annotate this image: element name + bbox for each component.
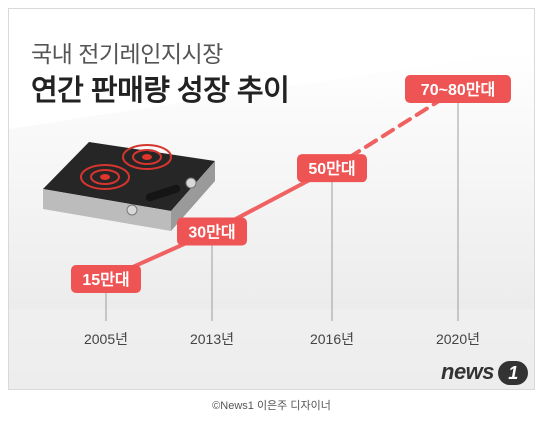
news1-logo: news 1: [441, 359, 529, 386]
control-knob-right: [185, 177, 197, 189]
x-tick-label-0: 2005년: [84, 331, 128, 347]
value-label-3: 70~80만대: [421, 81, 495, 99]
infographic-frame: 2005년 2013년 2016년 2020년 15만대 30만대 50만대 70~80만대 …: [8, 8, 535, 390]
control-knob-left: [126, 204, 138, 216]
chart-panel: 2005년 2013년 2016년 2020년 15만대 30만대 50만대 70~80만대: [9, 49, 534, 389]
burner-right-outer: [122, 144, 172, 170]
bottom-band: [9, 309, 534, 389]
logo-word: news: [441, 359, 495, 384]
value-badge-3: [405, 75, 511, 103]
title-line-1: 국내 전기레인지시장: [31, 41, 223, 67]
background-slant: [9, 49, 534, 389]
value-label-2: 50만대: [308, 160, 355, 178]
chart-layer: 2005년 2013년 2016년 2020년 15만대 30만대 50만대 70~80만대: [71, 75, 511, 347]
value-label-0: 15만대: [82, 271, 129, 289]
value-label-1: 30만대: [188, 224, 235, 242]
value-badge-0: [71, 265, 141, 293]
x-tick-label-3: 2020년: [436, 331, 480, 347]
burner-right-inner: [132, 149, 162, 165]
title-line-2: 연간 판매량 성장 추이: [31, 75, 290, 107]
burner-right-core: [142, 154, 152, 160]
x-tick-label-2: 2016년: [310, 331, 354, 347]
burner-left-outer: [80, 164, 130, 190]
value-badge-1: [177, 217, 247, 246]
burner-left-core: [100, 174, 110, 180]
burner-left-inner: [90, 169, 120, 185]
cooktop-front-face: [43, 189, 171, 231]
x-tick-label-1: 2013년: [190, 331, 234, 347]
logo-number: 1: [498, 361, 529, 386]
cooktop-side-face: [171, 161, 215, 231]
value-badge-2: [297, 154, 367, 183]
cooktop-illustration: [43, 142, 215, 231]
image-credit: ©News1 이은주 디자이너: [212, 400, 331, 412]
control-panel: [145, 184, 181, 202]
